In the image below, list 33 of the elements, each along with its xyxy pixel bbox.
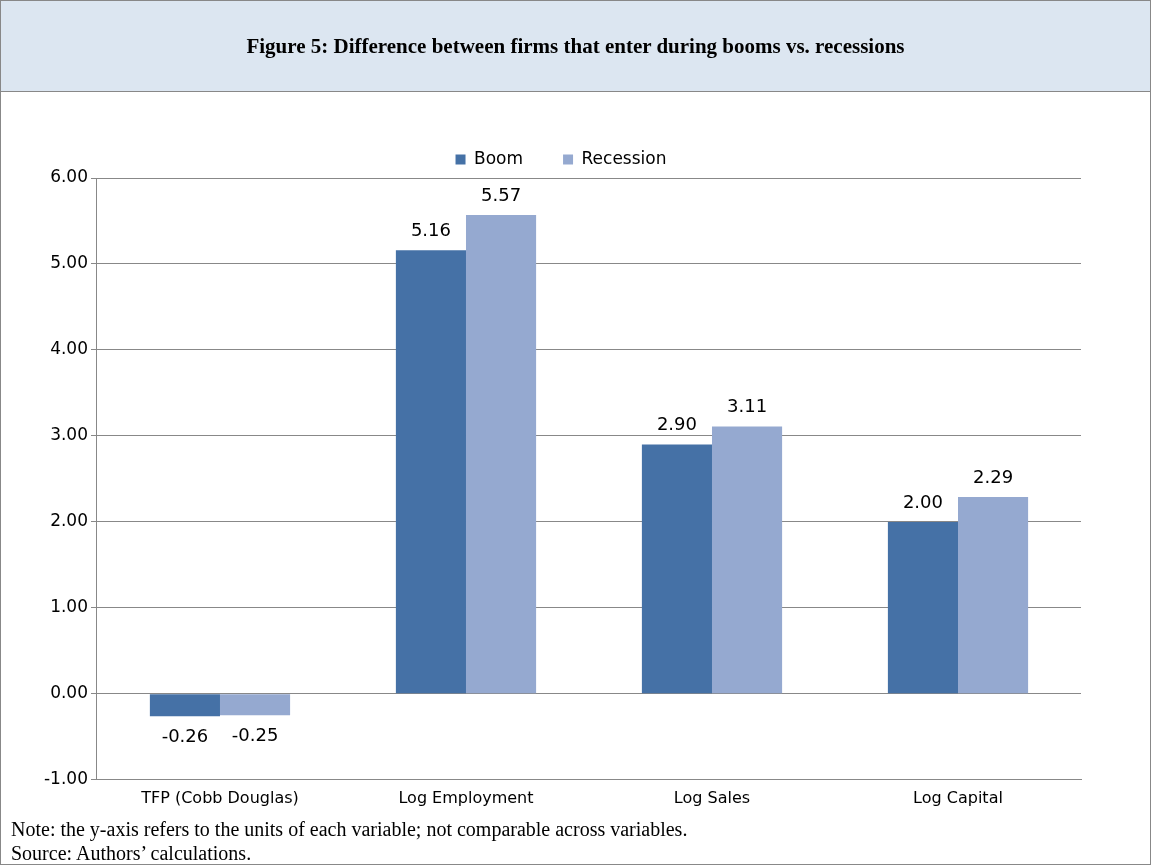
bar (887, 521, 958, 694)
data-label: 5.57 (481, 183, 522, 205)
x-tick-label: Log Sales (673, 787, 751, 807)
bar (149, 694, 220, 717)
y-tick-label: 2.00 (50, 510, 88, 531)
y-tick-label: -1.00 (43, 768, 88, 789)
bar (958, 496, 1029, 694)
y-tick-label: 4.00 (50, 338, 88, 359)
y-tick-label: 3.00 (50, 424, 88, 445)
bar (712, 426, 783, 694)
bar (395, 250, 466, 694)
legend-label: Recession (581, 147, 667, 168)
y-tick-label: 6.00 (50, 166, 88, 187)
data-label: -0.25 (231, 723, 279, 745)
text: Note: the y-axis refers to the units of each variable; not comparable across variables. (11, 817, 688, 841)
data-label: 2.90 (656, 413, 697, 435)
data-label: 2.00 (902, 490, 943, 512)
bar (641, 444, 712, 694)
data-label: 2.29 (973, 465, 1014, 487)
y-tick-label: 5.00 (50, 252, 88, 273)
x-tick-label: TFP (Cobb Douglas) (140, 787, 299, 807)
x-tick-label: Log Capital (913, 787, 1003, 807)
data-label: 5.16 (410, 218, 451, 240)
bar (465, 214, 537, 694)
y-tick-label: 0.00 (50, 682, 88, 703)
chart-title: Figure 5: Difference between firms that enter during booms vs. recessions (1, 1, 1150, 92)
data-label: 3.11 (727, 395, 768, 417)
y-tick-label: 1.00 (50, 596, 88, 617)
legend-label: Boom (474, 147, 524, 168)
bar (219, 694, 291, 716)
x-tick-label: Log Employment (398, 787, 534, 807)
data-label: -0.26 (161, 724, 209, 746)
source-note: Source: Authors’ calculations. (11, 841, 253, 865)
